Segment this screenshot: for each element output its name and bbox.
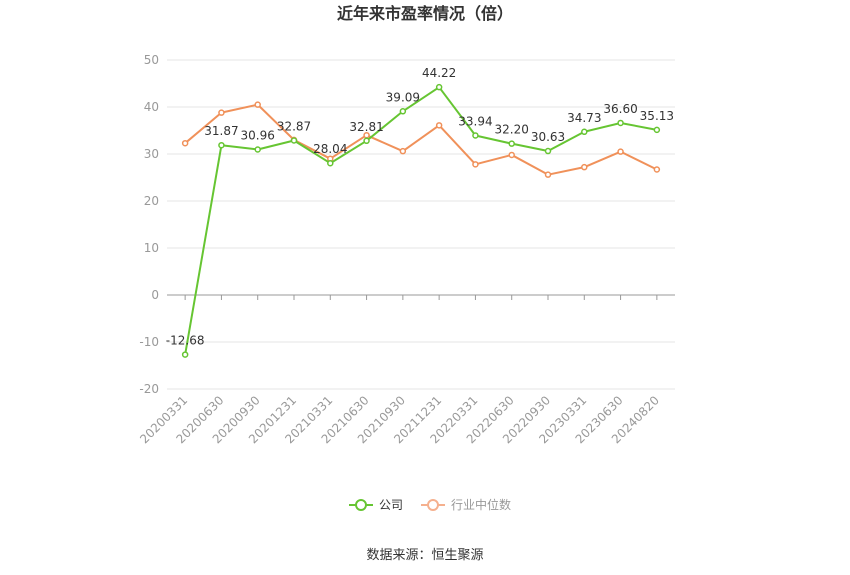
data-point xyxy=(653,166,661,173)
data-point xyxy=(399,108,407,115)
legend[interactable]: 公司 行业中位数 xyxy=(349,497,511,512)
data-label: 32.20 xyxy=(495,123,529,137)
y-tick-label: -10 xyxy=(139,335,159,349)
data-label: 33.94 xyxy=(458,114,492,128)
data-label: 30.96 xyxy=(241,128,275,142)
legend-swatch-marker xyxy=(427,499,439,511)
data-label: 31.87 xyxy=(204,124,238,138)
series-line xyxy=(184,103,658,176)
y-tick-label: 50 xyxy=(144,53,159,67)
y-tick-label: 10 xyxy=(144,241,159,255)
data-point xyxy=(544,147,552,155)
y-tick-label: 20 xyxy=(144,194,159,208)
data-point xyxy=(544,171,552,178)
data-point xyxy=(254,146,261,153)
series-layer xyxy=(181,83,661,358)
legend-item[interactable]: 行业中位数 xyxy=(421,497,511,512)
data-label: 39.09 xyxy=(386,90,420,104)
data-label: -12.68 xyxy=(166,334,205,348)
chart-title: 近年来市盈率情况（倍） xyxy=(337,4,513,23)
data-point xyxy=(218,141,225,149)
y-tick-label: 40 xyxy=(144,100,159,114)
data-point xyxy=(617,119,624,127)
x-axis: 2020033120200630202009302020123120210331… xyxy=(137,294,675,446)
data-point xyxy=(435,83,443,91)
data-point xyxy=(508,140,515,147)
legend-item[interactable]: 公司 xyxy=(349,498,403,512)
source-note: 数据来源：恒生聚源 xyxy=(366,548,483,563)
legend-swatch-marker xyxy=(355,499,367,511)
data-point xyxy=(472,132,479,139)
data-point xyxy=(290,137,298,144)
data-point xyxy=(508,151,515,159)
data-label: 30.63 xyxy=(531,130,565,144)
data-point xyxy=(653,126,661,134)
y-tick-label: -20 xyxy=(139,382,159,396)
data-point xyxy=(181,139,189,147)
data-label: 32.87 xyxy=(277,120,311,134)
data-label: 36.60 xyxy=(603,102,637,116)
legend-label: 行业中位数 xyxy=(451,497,511,512)
data-point xyxy=(581,163,588,171)
data-label: 32.81 xyxy=(349,120,383,134)
data-point xyxy=(363,137,370,145)
data-point xyxy=(254,101,261,108)
series-line xyxy=(184,86,658,355)
data-point xyxy=(218,109,225,116)
y-tick-label: 30 xyxy=(144,147,159,161)
grid-lines xyxy=(167,59,675,390)
data-point xyxy=(472,161,479,168)
data-label: 35.13 xyxy=(640,109,674,123)
data-point xyxy=(435,122,443,129)
data-point xyxy=(581,128,588,136)
data-point xyxy=(327,159,334,167)
y-tick-label: 0 xyxy=(151,288,159,302)
data-point xyxy=(181,351,189,358)
data-label: 44.22 xyxy=(422,66,456,80)
y-axis: -20 -10 0 10 20 30 40 50 xyxy=(139,53,159,396)
legend-label: 公司 xyxy=(379,498,403,512)
data-point xyxy=(399,147,407,155)
data-label: 34.73 xyxy=(567,111,601,125)
data-point xyxy=(617,148,624,155)
data-label: 28.04 xyxy=(313,142,347,156)
